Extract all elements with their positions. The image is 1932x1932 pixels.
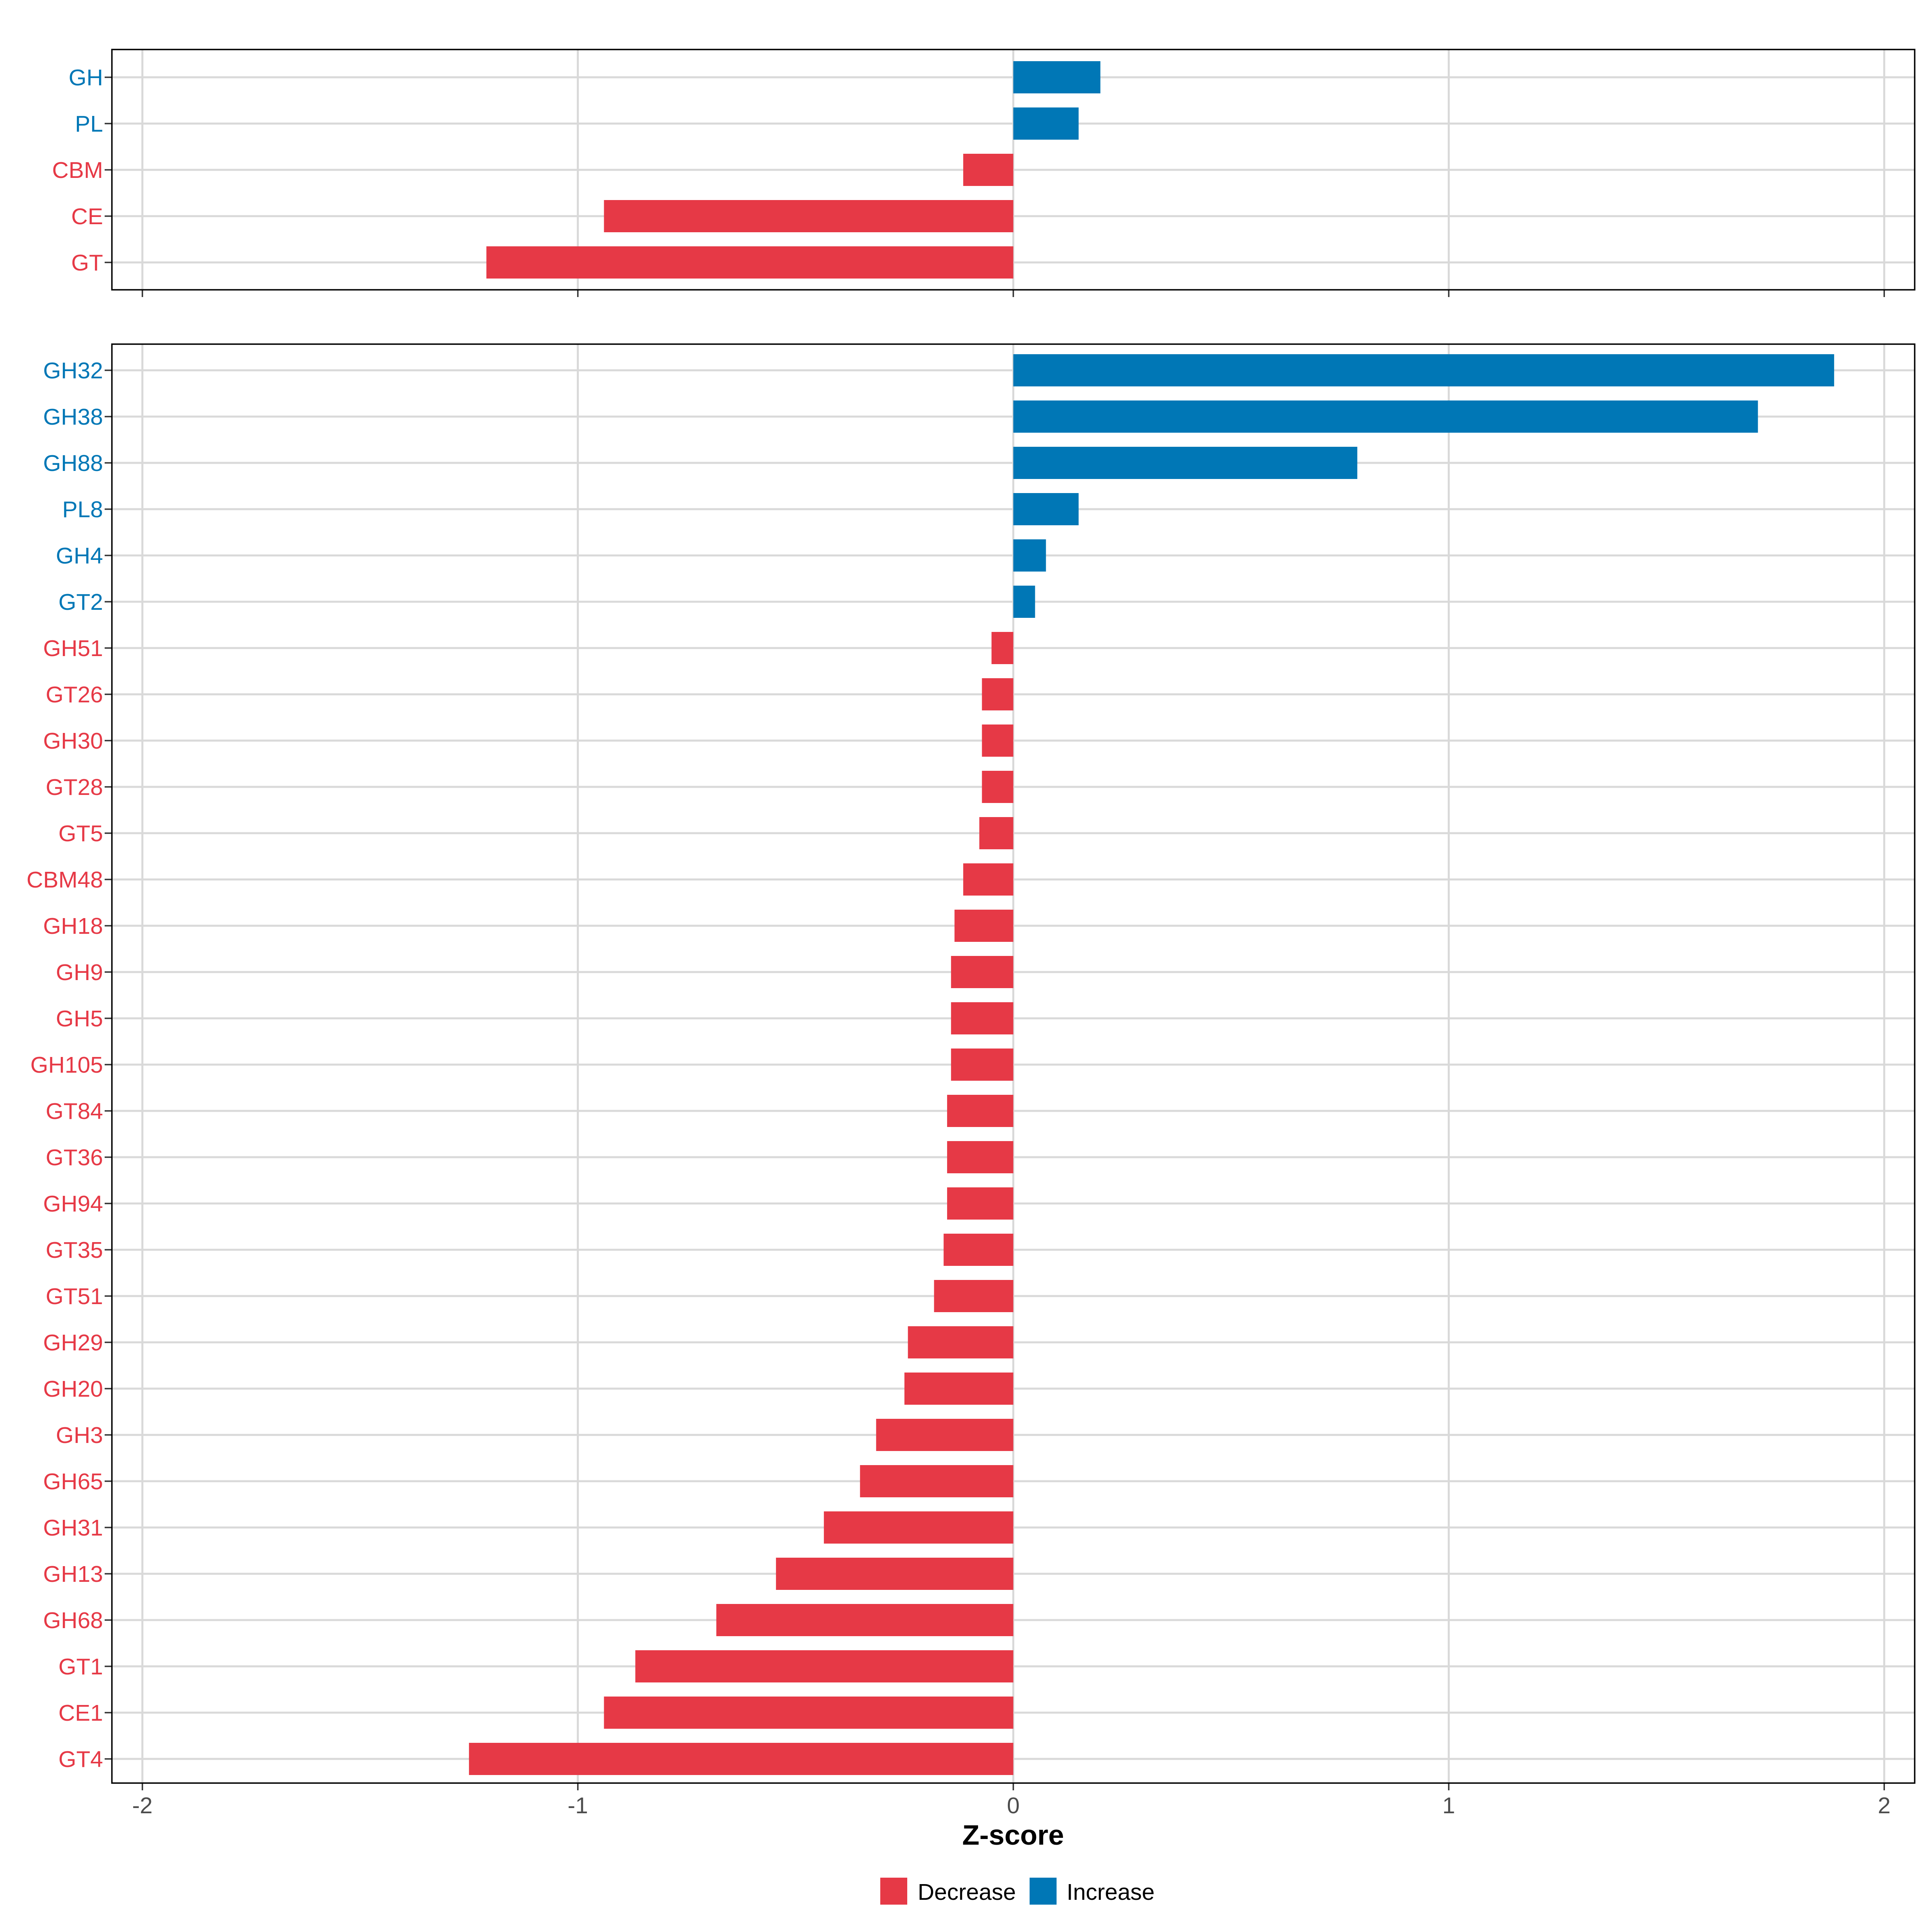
y-tick-label: GH68 bbox=[43, 1608, 103, 1633]
legend-swatch-increase bbox=[1030, 1878, 1057, 1905]
y-tick-label: GH18 bbox=[43, 913, 103, 939]
y-tick-label: GT26 bbox=[45, 682, 103, 708]
bar-gh105 bbox=[951, 1049, 1013, 1081]
bar-cbm48 bbox=[963, 863, 1013, 896]
y-tick-label: GH4 bbox=[56, 543, 103, 569]
y-tick-label: GH20 bbox=[43, 1376, 103, 1402]
y-tick-label: GT bbox=[71, 250, 103, 276]
bar-gh94 bbox=[947, 1187, 1013, 1220]
y-tick-label: CE bbox=[71, 204, 103, 229]
y-tick-label: GH13 bbox=[43, 1561, 103, 1587]
bar-gt35 bbox=[943, 1234, 1013, 1266]
bar-gh9 bbox=[951, 956, 1013, 988]
y-tick-label: GH31 bbox=[43, 1515, 103, 1541]
x-tick-label: -1 bbox=[568, 1793, 588, 1818]
y-tick-label: GH38 bbox=[43, 404, 103, 430]
panel-class-level: GH PL CBM CE GT bbox=[52, 49, 1915, 297]
bar-ce bbox=[604, 200, 1013, 232]
y-tick-label: GT51 bbox=[45, 1284, 103, 1309]
y-tick-label: GH bbox=[69, 65, 103, 91]
y-tick-label: GH30 bbox=[43, 728, 103, 754]
panel-family-level: GH32 GH38 GH88 PL8 GH4 GT2 GH51 GT26 GH30 GT28 GT5… bbox=[27, 343, 1915, 1790]
y-tick-label: GT36 bbox=[45, 1145, 103, 1170]
x-tick-label: -2 bbox=[132, 1793, 153, 1818]
bar-ce1 bbox=[604, 1697, 1013, 1729]
bar-gt36 bbox=[947, 1141, 1013, 1173]
x-axis-title: Z-score bbox=[962, 1819, 1064, 1851]
y-tick-label: GH105 bbox=[30, 1052, 103, 1078]
bar-gh20 bbox=[904, 1373, 1013, 1405]
bar-gt2 bbox=[1013, 586, 1035, 618]
bar-gh65 bbox=[860, 1465, 1013, 1497]
y-tick-label: GH5 bbox=[56, 1006, 103, 1032]
y-tick-label: GH65 bbox=[43, 1469, 103, 1494]
bar-gh18 bbox=[954, 910, 1013, 942]
y-tick-label: CBM bbox=[52, 157, 103, 183]
bar-cbm bbox=[963, 154, 1013, 186]
bar-gt1 bbox=[635, 1650, 1013, 1682]
x-tick-label: 2 bbox=[1878, 1793, 1891, 1818]
bar-gh32 bbox=[1013, 354, 1834, 386]
x-tick-label: 0 bbox=[1007, 1793, 1020, 1818]
bar-gt28 bbox=[982, 771, 1013, 803]
y-tick-label: GH94 bbox=[43, 1191, 103, 1217]
legend-label-decrease: Decrease bbox=[918, 1879, 1016, 1905]
y-tick-label: GH88 bbox=[43, 450, 103, 476]
y-tick-label: PL8 bbox=[62, 497, 103, 522]
y-tick-label: GH3 bbox=[56, 1422, 103, 1448]
panel-border bbox=[111, 49, 1915, 291]
y-tick-label: GT4 bbox=[58, 1746, 103, 1772]
x-tick-label: 1 bbox=[1443, 1793, 1455, 1818]
y-tick-label: GT1 bbox=[58, 1654, 103, 1680]
bar-gh13 bbox=[776, 1558, 1013, 1590]
bar-gh68 bbox=[716, 1604, 1013, 1636]
bar-gh bbox=[1013, 61, 1100, 93]
bar-gh4 bbox=[1013, 539, 1046, 572]
bar-gt bbox=[486, 246, 1013, 279]
bar-pl bbox=[1013, 107, 1079, 140]
legend-swatch-decrease bbox=[880, 1878, 907, 1905]
bar-gt5 bbox=[979, 817, 1013, 849]
y-tick-label: GT28 bbox=[45, 774, 103, 800]
legend: Decrease Increase bbox=[880, 1878, 1155, 1905]
y-tick-label: GH29 bbox=[43, 1330, 103, 1356]
y-tick-label: GH32 bbox=[43, 358, 103, 384]
panel-border bbox=[111, 343, 1915, 1784]
bar-gt4 bbox=[469, 1743, 1013, 1775]
y-tick-label: GT2 bbox=[58, 589, 103, 615]
bar-gt84 bbox=[947, 1095, 1013, 1127]
bar-gh29 bbox=[908, 1326, 1013, 1358]
y-tick-label: GH51 bbox=[43, 636, 103, 661]
y-tick-label: CE1 bbox=[58, 1700, 103, 1726]
bar-gh3 bbox=[876, 1419, 1013, 1451]
bar-gh51 bbox=[991, 632, 1013, 664]
bar-pl8 bbox=[1013, 493, 1079, 525]
x-axis: -2 -1 0 1 2 bbox=[132, 1793, 1891, 1818]
bar-gt26 bbox=[982, 678, 1013, 710]
y-tick-label: GT84 bbox=[45, 1098, 103, 1124]
y-tick-label: GH9 bbox=[56, 960, 103, 985]
bar-gh38 bbox=[1013, 400, 1758, 433]
y-tick-label: GT5 bbox=[58, 821, 103, 846]
bar-gh5 bbox=[951, 1002, 1013, 1034]
bar-gt51 bbox=[934, 1280, 1013, 1312]
legend-label-increase: Increase bbox=[1067, 1879, 1155, 1905]
y-tick-label: GT35 bbox=[45, 1237, 103, 1263]
bar-gh30 bbox=[982, 724, 1013, 757]
bar-gh31 bbox=[824, 1511, 1013, 1544]
y-tick-label: PL bbox=[75, 111, 103, 137]
bar-gh88 bbox=[1013, 447, 1358, 479]
y-tick-label: CBM48 bbox=[27, 867, 103, 893]
